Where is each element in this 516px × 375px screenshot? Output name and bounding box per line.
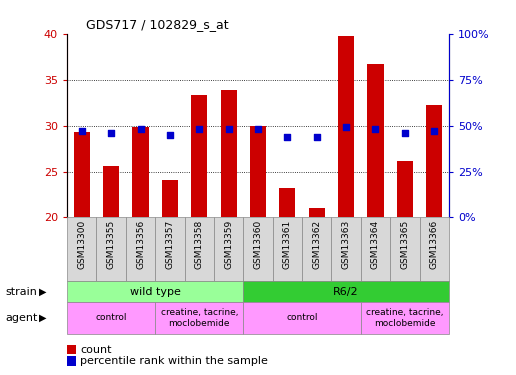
Point (430, 128, 439, 134)
FancyBboxPatch shape (155, 217, 185, 281)
Point (136, 126, 144, 132)
Text: creatine, tacrine,
moclobemide: creatine, tacrine, moclobemide (160, 308, 238, 327)
Point (283, 134, 292, 140)
Text: GSM13365: GSM13365 (400, 219, 409, 268)
Text: count: count (80, 345, 111, 355)
FancyBboxPatch shape (67, 281, 244, 302)
Point (401, 130, 409, 136)
FancyBboxPatch shape (272, 217, 302, 281)
Text: GSM13357: GSM13357 (166, 219, 174, 268)
Text: GSM13355: GSM13355 (107, 219, 116, 268)
Text: control: control (286, 314, 318, 322)
FancyBboxPatch shape (244, 281, 449, 302)
Text: GSM13364: GSM13364 (371, 219, 380, 268)
Text: GSM13366: GSM13366 (430, 219, 439, 268)
Point (224, 126, 233, 132)
Point (254, 126, 262, 132)
Bar (367, 64, 383, 217)
FancyBboxPatch shape (331, 217, 361, 281)
Bar (74, 132, 90, 218)
FancyBboxPatch shape (420, 217, 449, 281)
Point (313, 134, 321, 140)
Text: creatine, tacrine,
moclobemide: creatine, tacrine, moclobemide (366, 308, 444, 327)
Point (342, 124, 350, 130)
Text: GSM13300: GSM13300 (77, 219, 86, 268)
FancyBboxPatch shape (361, 217, 390, 281)
Text: control: control (95, 314, 127, 322)
Text: wild type: wild type (130, 286, 181, 297)
Point (107, 130, 115, 136)
Bar (250, 126, 266, 218)
Text: GSM13356: GSM13356 (136, 219, 145, 268)
Text: ▶: ▶ (39, 286, 46, 297)
Bar (103, 166, 119, 218)
Text: GSM13363: GSM13363 (342, 219, 350, 268)
FancyBboxPatch shape (126, 217, 155, 281)
Bar (220, 90, 237, 218)
Bar (309, 208, 325, 218)
FancyBboxPatch shape (214, 217, 244, 281)
FancyBboxPatch shape (185, 217, 214, 281)
Bar (279, 188, 296, 218)
FancyBboxPatch shape (67, 302, 155, 334)
Text: GDS717 / 102829_s_at: GDS717 / 102829_s_at (86, 18, 229, 31)
FancyBboxPatch shape (96, 217, 126, 281)
Text: agent: agent (5, 313, 38, 323)
FancyBboxPatch shape (390, 217, 420, 281)
Text: GSM13358: GSM13358 (195, 219, 204, 268)
Bar (191, 95, 207, 218)
Bar (338, 36, 354, 218)
Bar (162, 180, 178, 218)
Text: R6/2: R6/2 (333, 286, 359, 297)
Text: GSM13361: GSM13361 (283, 219, 292, 268)
Text: GSM13359: GSM13359 (224, 219, 233, 268)
Bar (426, 105, 442, 218)
FancyBboxPatch shape (155, 302, 244, 334)
Text: GSM13362: GSM13362 (312, 219, 321, 268)
FancyBboxPatch shape (67, 217, 96, 281)
Text: GSM13360: GSM13360 (253, 219, 263, 268)
Text: percentile rank within the sample: percentile rank within the sample (80, 356, 268, 366)
Text: ▶: ▶ (39, 313, 46, 323)
Text: strain: strain (5, 286, 37, 297)
Point (372, 126, 380, 132)
Point (195, 126, 203, 132)
FancyBboxPatch shape (244, 302, 361, 334)
Point (166, 132, 174, 138)
FancyBboxPatch shape (244, 217, 272, 281)
FancyBboxPatch shape (361, 302, 449, 334)
FancyBboxPatch shape (302, 217, 331, 281)
Bar (133, 128, 149, 218)
Bar (397, 162, 413, 218)
Point (77, 128, 86, 134)
